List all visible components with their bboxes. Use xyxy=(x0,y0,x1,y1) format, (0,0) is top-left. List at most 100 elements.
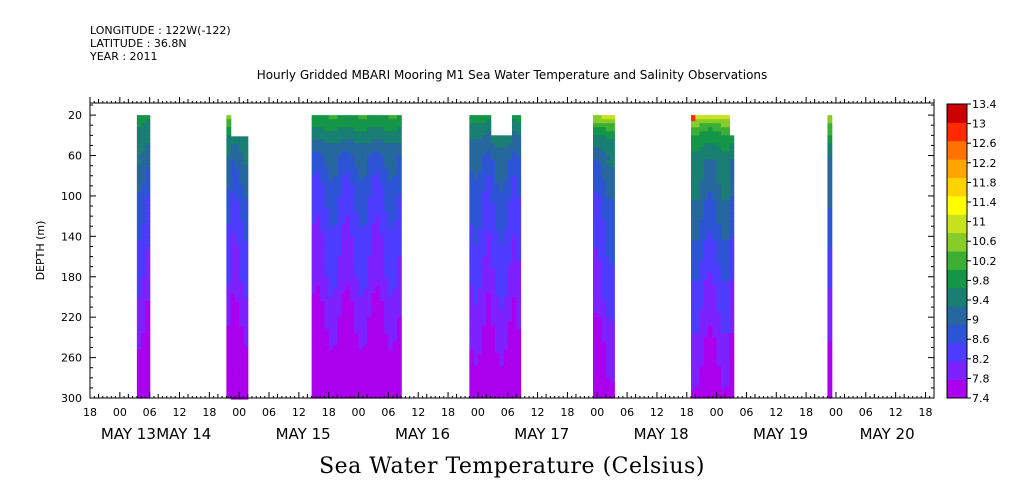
heatmap-cell xyxy=(507,349,513,355)
heatmap-cell xyxy=(375,361,381,367)
heatmap-cell xyxy=(516,135,522,140)
heatmap-cell xyxy=(324,321,330,326)
heatmap-cell xyxy=(601,305,607,310)
heatmap-cell xyxy=(379,212,385,217)
heatmap-cell xyxy=(601,353,607,359)
heatmap-cell xyxy=(720,187,726,193)
heatmap-cell xyxy=(141,143,147,149)
heatmap-cell xyxy=(379,377,385,383)
heatmap-cell xyxy=(354,204,360,209)
heatmap-cell xyxy=(345,325,351,330)
heatmap-cell xyxy=(328,385,334,391)
heatmap-cell xyxy=(482,167,488,173)
heatmap-cell xyxy=(708,183,713,189)
heatmap-cell xyxy=(473,244,479,250)
heatmap-cell xyxy=(136,163,142,169)
heatmap-cell xyxy=(239,144,245,150)
heatmap-cell xyxy=(315,345,321,351)
heatmap-cell xyxy=(226,321,232,326)
heatmap-cell xyxy=(503,317,509,322)
heatmap-cell xyxy=(396,369,402,375)
heatmap-cell xyxy=(482,119,488,124)
year-label: YEAR : 2011 xyxy=(90,50,158,63)
heatmap-cell xyxy=(482,256,488,262)
heatmap-cell xyxy=(371,143,377,149)
heatmap-cell xyxy=(350,345,355,351)
heatmap-cell xyxy=(691,333,696,338)
heatmap-cell xyxy=(708,208,713,213)
heatmap-cell xyxy=(516,208,522,213)
heatmap-cell xyxy=(239,188,245,194)
heatmap-cell xyxy=(695,232,701,237)
heatmap-cell xyxy=(396,171,402,177)
heatmap-cell xyxy=(337,260,343,266)
heatmap-cell xyxy=(605,167,611,173)
heatmap-cell xyxy=(358,385,364,391)
heatmap-cell xyxy=(379,325,385,330)
heatmap-cell xyxy=(375,191,381,197)
heatmap-cell xyxy=(136,309,142,314)
x-hour-label: 06 xyxy=(620,406,634,419)
heatmap-cell xyxy=(362,212,368,217)
heatmap-cell xyxy=(703,171,709,177)
heatmap-cell xyxy=(320,280,326,286)
heatmap-cell xyxy=(592,171,598,177)
heatmap-cell xyxy=(516,337,522,343)
heatmap-cell xyxy=(350,199,355,205)
heatmap-cell xyxy=(691,224,696,229)
heatmap-cell xyxy=(716,264,722,270)
heatmap-cell xyxy=(695,151,701,157)
heatmap-cell xyxy=(486,171,492,177)
heatmap-cell xyxy=(239,184,245,190)
heatmap-cell xyxy=(362,139,368,145)
heatmap-cell xyxy=(354,208,360,213)
heatmap-cell xyxy=(358,292,364,298)
heatmap-cell xyxy=(145,272,151,278)
heatmap-cell xyxy=(712,389,718,395)
heatmap-cell xyxy=(691,369,696,375)
heatmap-cell xyxy=(320,212,326,217)
heatmap-cell xyxy=(345,155,351,161)
heatmap-cell xyxy=(379,361,385,367)
heatmap-cell xyxy=(512,187,517,193)
heatmap-cell xyxy=(341,361,347,367)
x-hour-label: 18 xyxy=(918,406,932,419)
heatmap-cell xyxy=(503,256,509,262)
heatmap-cell xyxy=(516,212,522,217)
heatmap-cell xyxy=(239,362,245,368)
heatmap-cell xyxy=(367,268,372,274)
heatmap-cell xyxy=(239,265,245,271)
heatmap-cell xyxy=(477,325,483,330)
heatmap-cell xyxy=(703,244,709,250)
heatmap-cell xyxy=(384,305,389,310)
heatmap-cell xyxy=(375,381,381,387)
heatmap-cell xyxy=(605,220,611,225)
heatmap-cell xyxy=(136,139,142,145)
heatmap-cell xyxy=(499,240,505,246)
heatmap-cell xyxy=(375,369,381,375)
heatmap-cell xyxy=(375,179,381,185)
heatmap-cell xyxy=(341,349,347,355)
heatmap-cell xyxy=(703,389,709,395)
heatmap-cell xyxy=(243,334,249,339)
heatmap-cell xyxy=(592,147,598,153)
heatmap-cell xyxy=(239,390,245,396)
heatmap-cell xyxy=(324,264,330,270)
heatmap-cell xyxy=(699,268,705,274)
heatmap-cell xyxy=(827,248,833,254)
heatmap-cell xyxy=(482,195,488,201)
heatmap-cell xyxy=(367,256,372,262)
heatmap-cell xyxy=(699,199,705,205)
heatmap-cell xyxy=(725,292,730,298)
heatmap-cell xyxy=(239,229,245,234)
heatmap-cell xyxy=(494,183,500,189)
heatmap-cell xyxy=(473,357,479,363)
heatmap-cell xyxy=(311,292,317,298)
heatmap-cell xyxy=(712,143,718,149)
heatmap-cell xyxy=(486,349,492,355)
heatmap-cell xyxy=(354,236,360,241)
heatmap-cell xyxy=(482,292,488,298)
heatmap-cell xyxy=(145,175,151,181)
heatmap-cell xyxy=(320,349,326,355)
heatmap-cell xyxy=(486,139,492,145)
